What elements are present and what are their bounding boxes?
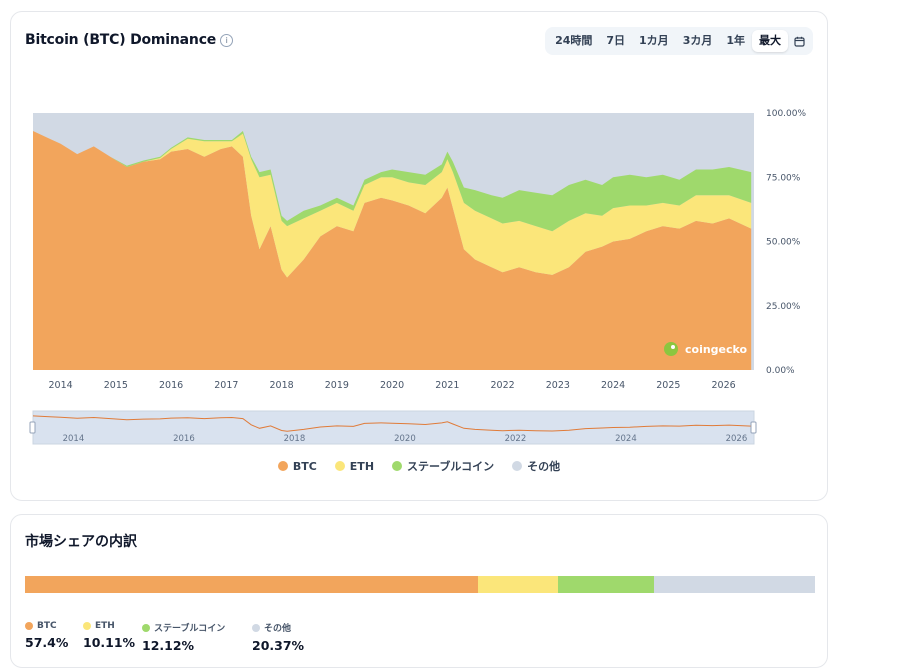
range-7d-button[interactable]: 7日 [606, 34, 626, 47]
area-eth [33, 131, 752, 278]
area-btc [33, 131, 752, 370]
market-share-card: 市場シェアの内訳 BTC 57.4% ETH 10.11% ステーブルコイン 1… [10, 514, 828, 668]
legend-eth-label: ETH [349, 459, 375, 473]
calendar-icon[interactable] [788, 30, 810, 52]
navigator-right-handle[interactable] [750, 421, 757, 434]
share-bar-btc [25, 576, 479, 593]
share-stablecoin-value: 12.12% [142, 638, 195, 653]
share-item-other: その他 20.37% [252, 621, 322, 653]
legend-other-label: その他 [527, 460, 561, 473]
legend-stablecoin-label: ステーブルコイン [407, 460, 495, 473]
share-btc-label: BTC [37, 621, 57, 631]
share-stablecoin-label: ステーブルコイン [154, 624, 226, 634]
navigator-tick-label: 2018 [284, 434, 306, 444]
time-range-selector: 24時間 7日 1カ月 3カ月 1年 最大 [545, 27, 813, 55]
area-stablecoin [33, 131, 752, 232]
navigator-tick-label: 2020 [394, 434, 416, 444]
legend-btc-label: BTC [292, 459, 317, 473]
dominance-chart-card: Bitcoin (BTC) Dominance i 24時間 7日 1カ月 3カ月… [10, 11, 828, 501]
share-other-value: 20.37% [252, 638, 305, 653]
range-24h-button[interactable]: 24時間 [555, 34, 593, 47]
market-share-legend: BTC 57.4% ETH 10.11% ステーブルコイン 12.12% その他… [25, 621, 322, 653]
x-tick-label: 2022 [491, 380, 515, 391]
navigator-tick-label: 2022 [505, 434, 527, 444]
share-item-btc: BTC 57.4% [25, 621, 83, 653]
legend-other-dot [512, 461, 523, 471]
x-tick-label: 2015 [104, 380, 128, 391]
y-tick-label: 0.00% [766, 366, 795, 376]
x-tick-label: 2023 [546, 380, 570, 391]
navigator-tick-label: 2026 [726, 434, 748, 444]
legend-other[interactable]: その他 [512, 458, 560, 474]
x-tick-label: 2017 [214, 380, 238, 391]
navigator-tick-label: 2014 [63, 434, 85, 444]
range-1m-button[interactable]: 1カ月 [639, 34, 669, 47]
share-btc-value: 57.4% [25, 635, 69, 650]
navigator-left-handle[interactable] [29, 421, 36, 434]
x-tick-label: 2025 [656, 380, 680, 391]
gecko-eye [671, 345, 675, 349]
share-btc-dot [25, 622, 33, 630]
legend-stablecoin-dot [392, 461, 403, 471]
y-tick-label: 25.00% [766, 302, 801, 312]
x-tick-label: 2020 [380, 380, 404, 391]
share-eth-value: 10.11% [83, 635, 136, 650]
legend-eth[interactable]: ETH [334, 458, 375, 474]
market-share-title: 市場シェアの内訳 [25, 534, 137, 550]
x-tick-label: 2018 [270, 380, 294, 391]
y-tick-label: 50.00% [766, 238, 801, 248]
share-bar-eth [478, 576, 559, 593]
market-share-bar [25, 576, 815, 593]
coingecko-logo: coingecko [664, 342, 748, 356]
share-stablecoin-dot [142, 623, 150, 632]
x-tick-label: 2024 [601, 380, 625, 391]
range-1y-button[interactable]: 1年 [726, 34, 745, 47]
chart-title-text: Bitcoin (BTC) Dominance [25, 32, 217, 48]
share-bar-stablecoin [558, 576, 655, 593]
legend-stablecoin[interactable]: ステーブルコイン [392, 458, 494, 474]
chart-title: Bitcoin (BTC) Dominance i [25, 32, 234, 48]
x-tick-label: 2021 [435, 380, 459, 391]
x-tick-label: 2019 [325, 380, 349, 391]
share-eth-label: ETH [95, 621, 115, 631]
navigator-btc-line [32, 415, 752, 432]
legend-btc-dot [277, 461, 288, 471]
y-tick-label: 100.00% [766, 109, 806, 119]
share-other-dot [252, 623, 260, 632]
chart-legend: BTC ETH ステーブルコイン その他 [11, 458, 827, 474]
dominance-area-chart[interactable]: 100.00% 75.00% 50.00% 25.00% 0.00% 2014 2015 2… [11, 12, 827, 452]
share-other-label: その他 [264, 624, 292, 634]
range-navigator[interactable]: 2014 2016 2018 2020 2022 2024 2026 [29, 410, 757, 445]
watermark-text: coingecko [685, 343, 748, 356]
gecko-icon [664, 342, 678, 356]
share-item-stablecoin: ステーブルコイン 12.12% [142, 621, 252, 653]
x-tick-label: 2016 [159, 380, 183, 391]
x-tick-label: 2014 [49, 380, 73, 391]
legend-btc[interactable]: BTC [277, 458, 317, 474]
info-icon[interactable]: i [220, 34, 234, 47]
share-eth-dot [83, 622, 91, 630]
share-bar-other [654, 576, 815, 593]
y-tick-label: 75.00% [766, 173, 801, 183]
range-max-button[interactable]: 最大 [752, 30, 788, 52]
navigator-tick-label: 2024 [615, 434, 637, 444]
share-item-eth: ETH 10.11% [83, 621, 142, 653]
navigator-tick-label: 2016 [173, 434, 195, 444]
legend-eth-dot [334, 461, 345, 471]
x-tick-label: 2026 [712, 380, 736, 391]
range-3m-button[interactable]: 3カ月 [682, 34, 713, 47]
